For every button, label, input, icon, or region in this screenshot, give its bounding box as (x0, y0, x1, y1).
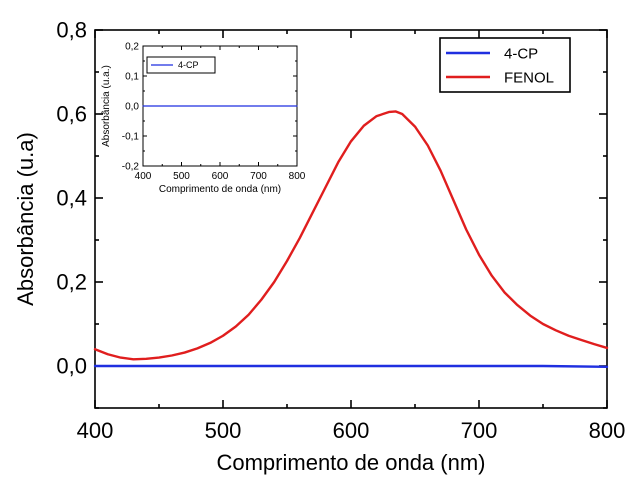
y-tick-label: 0,2 (56, 270, 87, 295)
y-tick-label: 0,0 (125, 102, 139, 113)
y-tick-label: -0,1 (122, 132, 140, 143)
y-tick-label: -0,2 (122, 162, 140, 173)
y-tick-label: 0,4 (56, 186, 87, 211)
legend-box (439, 37, 571, 93)
y-tick-label: 0,8 (56, 18, 87, 43)
inset-plot: 400 500 600 700 800 -0,2 -0,1 0,0 0,1 0,2 Comprime… (101, 42, 306, 196)
legend-label: 4-CP (178, 60, 199, 70)
x-axis-title: Comprimento de onda (nm) (159, 184, 281, 195)
x-tick-label: 600 (333, 418, 370, 443)
legend-label: 4-CP (504, 45, 538, 62)
x-tick-label: 500 (205, 418, 242, 443)
y-tick-label: 0,0 (56, 354, 87, 379)
y-tick-label: 0,2 (125, 42, 139, 53)
y-tick-label: 0,6 (56, 102, 87, 127)
x-tick-label: 800 (289, 171, 306, 182)
y-axis-title: Absorbância (u.a) (13, 132, 38, 306)
x-axis-title: Comprimento de onda (nm) (216, 450, 485, 475)
series-line-4-cp (93, 364, 609, 369)
x-tick-label: 800 (589, 418, 626, 443)
y-axis-title: Absorbância (u.a.) (101, 65, 112, 147)
main-plot: 400 500 600 700 800 0,0 0,2 0,4 0,6 0,8 Compriment… (13, 18, 625, 475)
x-tick-label: 700 (250, 171, 267, 182)
x-tick-label: 400 (77, 418, 114, 443)
x-tick-label: 500 (173, 171, 190, 182)
x-tick-label: 700 (461, 418, 498, 443)
legend-label: FENOL (504, 69, 554, 86)
y-tick-label: 0,1 (125, 72, 139, 83)
series-line-fenol (93, 110, 609, 361)
x-tick-label: 600 (212, 171, 229, 182)
legend-box (146, 56, 216, 74)
x-tick-label: 400 (135, 171, 152, 182)
